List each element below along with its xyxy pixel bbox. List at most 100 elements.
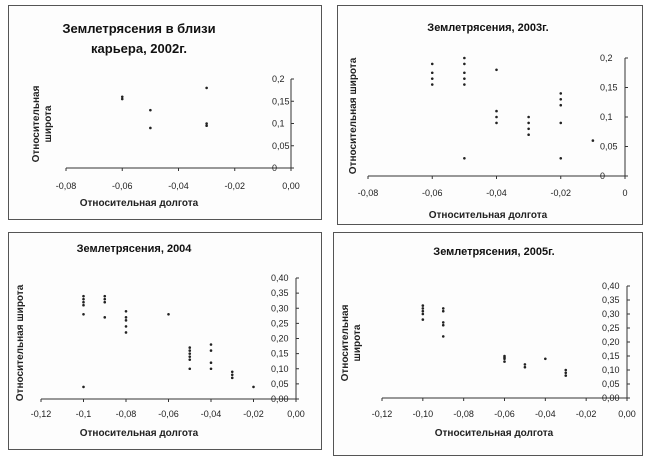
data-point — [82, 303, 85, 307]
data-point — [205, 86, 208, 90]
y-tick-label: 0,35 — [602, 295, 620, 305]
y-tick-label: 0,40 — [602, 281, 620, 291]
chart-title: Землетрясения в близи — [62, 21, 215, 36]
data-point — [230, 373, 234, 377]
data-point — [559, 103, 563, 107]
chart-svg-2002: Землетрясения в близи карьера, 2002г. -0,0… — [31, 21, 300, 209]
data-point — [503, 357, 506, 361]
chart-panel-2002: Землетрясения в близи карьера, 2002г. -0,0… — [8, 5, 322, 220]
y-tick-label: 0 — [600, 171, 605, 181]
data-point — [463, 77, 466, 80]
x-tick-label: -0,06 — [494, 409, 515, 419]
x-tick-label: -0,02 — [224, 181, 245, 191]
chart-title: Землетрясения, 2004 — [77, 243, 193, 255]
data-point — [463, 83, 466, 86]
data-point — [205, 124, 208, 128]
y-tick-label: 0,15 — [602, 351, 620, 361]
data-point — [421, 318, 425, 321]
x-tick-label: -0,02 — [243, 409, 264, 419]
data-point — [188, 349, 192, 352]
y-tick-label: 0,30 — [271, 303, 289, 313]
data-point — [103, 297, 107, 301]
y-tick-label: 0,15 — [600, 83, 618, 93]
y-tick-label: 0,00 — [271, 394, 289, 404]
data-point — [495, 68, 498, 72]
data-point — [430, 71, 434, 75]
y-axis-label: широта — [43, 105, 54, 142]
data-point — [209, 349, 213, 352]
data-point — [82, 294, 85, 298]
data-point — [230, 376, 234, 380]
data-point — [421, 309, 425, 313]
data-point — [82, 385, 85, 389]
y-tick-label: 0 — [272, 163, 277, 173]
data-point — [559, 121, 563, 125]
x-tick-label: -0,06 — [422, 188, 443, 198]
data-point — [421, 307, 425, 310]
y-tick-label: 0,2 — [272, 74, 285, 84]
y-tick-label: 0,10 — [271, 364, 289, 374]
y-tick-label: 0,15 — [272, 96, 290, 106]
data-point — [421, 312, 425, 316]
data-point — [430, 62, 434, 66]
y-tick-label: 0,15 — [271, 349, 289, 359]
data-point — [149, 126, 152, 130]
x-tick-label: -0,04 — [486, 188, 507, 198]
data-point — [441, 321, 445, 324]
data-point — [120, 97, 124, 101]
chart-panel-2003: Землетрясения, 2003г. -0,08 -0,06 -0,04 -0,0… — [337, 5, 643, 225]
data-point — [149, 108, 152, 112]
data-point — [430, 77, 434, 80]
y-axis-label: Относительная широта — [348, 57, 359, 174]
data-point — [209, 343, 213, 346]
x-tick-label: 0,00 — [287, 409, 305, 419]
y-tick-label: 0,05 — [600, 142, 618, 152]
x-axis-label: Относительная долгота — [80, 428, 199, 439]
chart-svg-2004: Землетрясения, 2004 -0,12 -0,1 -0,08 -0,06 -0… — [15, 243, 305, 439]
data-point — [463, 157, 466, 160]
x-tick-label: 0,00 — [618, 409, 636, 419]
chart-title: Землетрясения, 2005г. — [433, 246, 554, 258]
x-tick-label: -0,02 — [550, 188, 571, 198]
data-point — [463, 56, 466, 60]
data-point — [120, 95, 124, 99]
data-point — [564, 374, 568, 377]
data-point — [421, 304, 425, 307]
data-point — [503, 360, 506, 363]
data-point — [463, 62, 466, 66]
x-axis-label: Относительная долгота — [429, 210, 548, 221]
chart-svg-2005: Землетрясения, 2005г. -0,12 -0,10 -0,08 -0,0… — [340, 246, 636, 439]
data-point — [441, 309, 445, 313]
data-point — [205, 122, 208, 125]
y-tick-label: 0,20 — [271, 334, 289, 344]
data-point — [124, 325, 128, 328]
data-point — [591, 139, 595, 142]
data-point — [495, 109, 498, 113]
y-axis-label: широта — [352, 324, 363, 361]
x-tick-label: -0,06 — [112, 181, 133, 191]
chart-title: карьера, 2002г. — [91, 41, 187, 56]
x-tick-label: -0,08 — [453, 409, 474, 419]
data-point — [124, 319, 128, 322]
x-tick-label: -0,04 — [168, 181, 189, 191]
x-tick-label: 0 — [622, 188, 627, 198]
data-point — [82, 297, 85, 301]
chart-panel-2004: Землетрясения, 2004 -0,12 -0,1 -0,08 -0,06 -0… — [8, 232, 322, 450]
data-point — [188, 367, 192, 371]
y-tick-label: 0,25 — [602, 323, 620, 333]
x-tick-label: -0,04 — [535, 409, 556, 419]
x-tick-label: -0,12 — [31, 409, 52, 419]
data-point — [559, 98, 563, 101]
x-tick-label: -0,06 — [158, 409, 179, 419]
x-tick-label: -0,04 — [201, 409, 222, 419]
data-point — [188, 358, 192, 361]
x-tick-label: -0,08 — [358, 188, 379, 198]
y-tick-label: 0,2 — [600, 53, 613, 63]
data-point — [82, 300, 85, 304]
data-point — [564, 371, 568, 375]
data-point — [527, 127, 530, 131]
data-point — [209, 367, 213, 371]
y-tick-label: 0,1 — [272, 119, 285, 129]
y-tick-label: 0,1 — [600, 112, 613, 122]
y-tick-label: 0,40 — [271, 273, 289, 283]
